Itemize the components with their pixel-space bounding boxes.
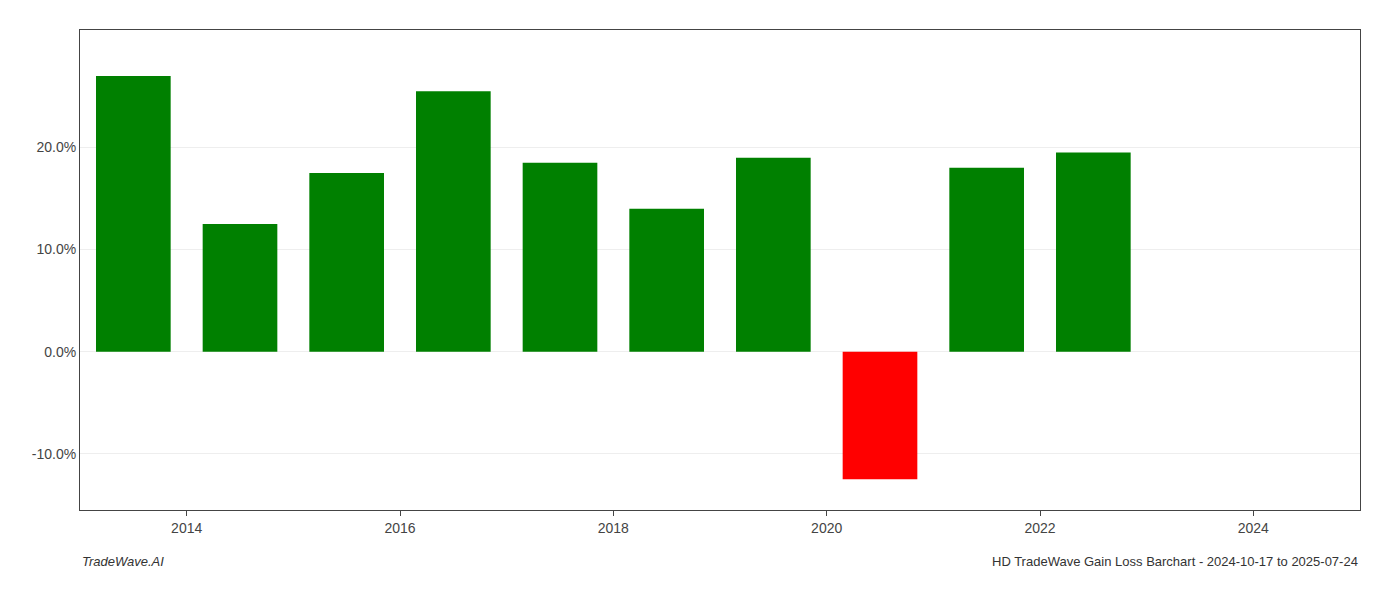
svg-text:HD TradeWave Gain Loss Barchar: HD TradeWave Gain Loss Barchart - 2024-1… <box>992 554 1358 569</box>
svg-text:2024: 2024 <box>1238 520 1269 536</box>
svg-text:2018: 2018 <box>598 520 629 536</box>
svg-text:TradeWave.AI: TradeWave.AI <box>82 554 164 569</box>
svg-text:2022: 2022 <box>1024 520 1055 536</box>
svg-text:2020: 2020 <box>811 520 842 536</box>
svg-text:2016: 2016 <box>384 520 415 536</box>
svg-text:10.0%: 10.0% <box>36 241 76 257</box>
svg-text:0.0%: 0.0% <box>44 344 76 360</box>
svg-text:-10.0%: -10.0% <box>32 446 76 462</box>
svg-text:20.0%: 20.0% <box>36 139 76 155</box>
svg-text:2014: 2014 <box>171 520 202 536</box>
